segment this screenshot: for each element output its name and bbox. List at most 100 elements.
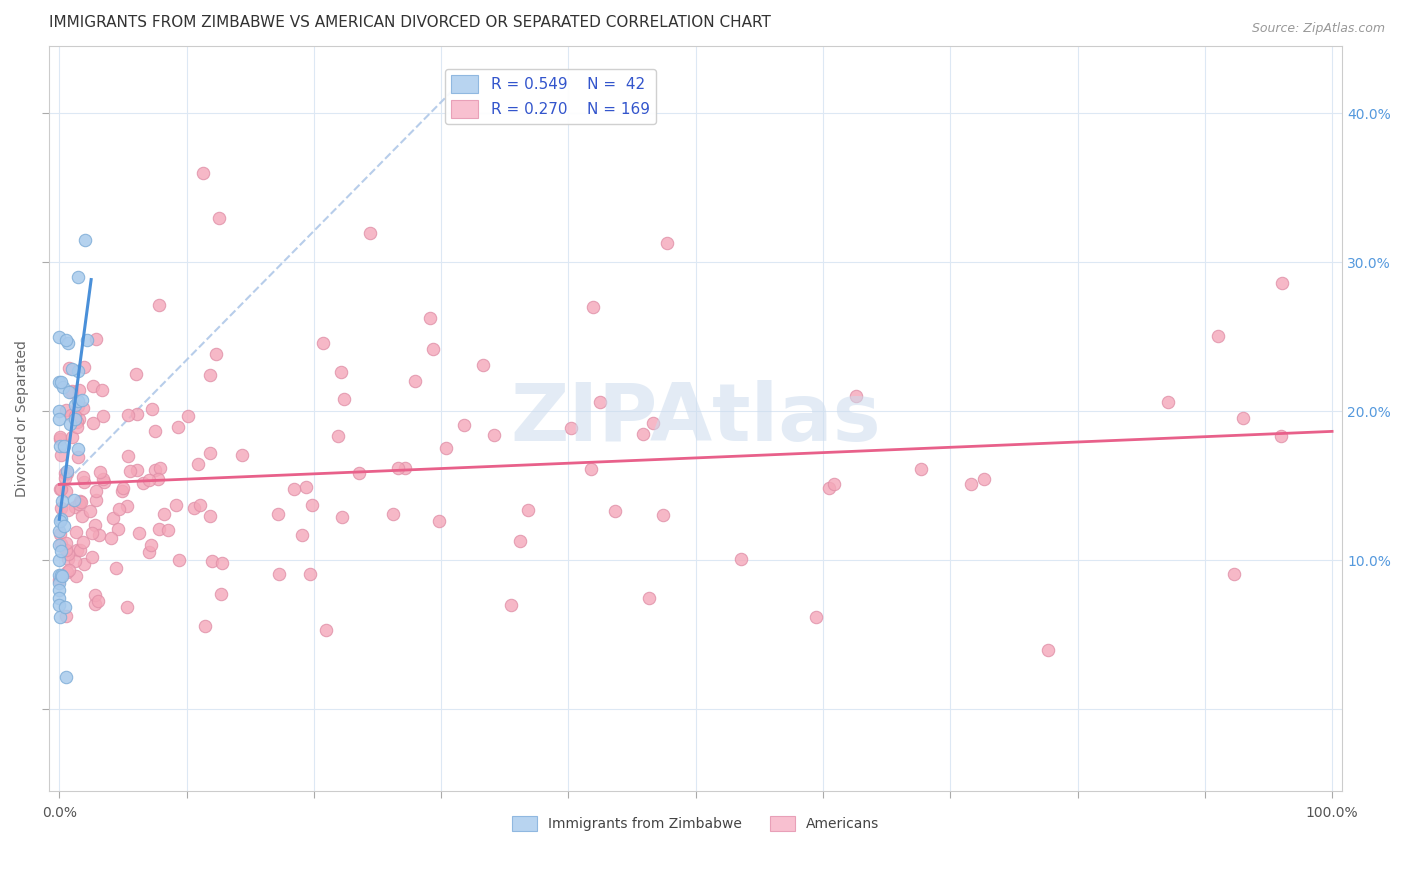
Point [73,558,96,572]
Point [434,441,457,455]
Point [359,226,381,240]
Text: ZIPAtlas: ZIPAtlas [510,380,882,458]
Point [418,310,440,325]
Point [637,591,659,605]
Point [157,523,180,537]
Point [117,408,139,422]
Point [48,568,70,582]
Point [51,493,73,508]
Point [104,561,127,575]
Point [205,347,228,361]
Point [58,336,80,351]
Point [58,552,80,566]
Point [66,399,89,413]
Point [482,427,505,442]
Point [84,493,107,508]
Point [588,394,610,409]
Point [1223,567,1246,582]
Point [329,365,352,379]
Point [499,598,522,612]
Point [188,498,211,512]
Point [655,235,678,250]
Point [69,543,91,558]
Point [80,525,103,540]
Point [48,575,70,590]
Point [59,417,82,431]
Point [267,508,290,522]
Point [55,536,77,550]
Point [141,401,163,416]
Y-axis label: Divorced or Separated: Divorced or Separated [15,341,30,498]
Point [453,417,475,432]
Point [560,420,582,434]
Point [198,368,221,383]
Point [48,439,70,453]
Point [295,480,318,494]
Point [67,450,90,465]
Point [1270,429,1292,443]
Point [910,462,932,476]
Point [86,332,108,346]
Point [138,545,160,559]
Point [198,509,221,524]
Point [209,586,232,600]
Point [76,333,98,347]
Point [187,458,209,472]
Point [177,409,200,424]
Point [89,465,111,479]
Point [69,493,91,508]
Point [312,336,335,351]
Point [818,481,841,495]
Point [63,398,86,412]
Point [65,542,87,557]
Point [1232,410,1254,425]
Point [823,477,845,491]
Point [101,511,124,525]
Point [631,427,654,442]
Point [509,533,531,548]
Point [301,498,323,512]
Point [49,514,72,528]
Point [56,464,79,478]
Point [53,471,76,485]
Point [153,508,176,522]
Text: Source: ZipAtlas.com: Source: ZipAtlas.com [1251,22,1385,36]
Point [82,378,104,392]
Point [67,497,90,511]
Point [51,569,73,583]
Point [100,531,122,545]
Point [66,364,89,378]
Point [581,462,603,476]
Point [582,300,605,314]
Point [517,503,540,517]
Point [1271,276,1294,290]
Point [806,610,828,624]
Point [72,401,94,415]
Point [198,445,221,459]
Point [48,430,70,444]
Point [315,623,337,637]
Text: 0.0%: 0.0% [42,806,77,820]
Point [120,464,142,478]
Point [845,389,868,403]
Point [84,483,107,498]
Point [72,470,94,484]
Point [67,411,90,425]
Point [201,554,224,568]
Point [148,521,170,535]
Point [56,503,79,517]
Point [269,566,291,581]
Point [52,380,75,394]
Point [394,461,416,475]
Point [132,476,155,491]
Point [51,544,73,558]
Point [58,562,80,576]
Point [55,609,77,624]
Point [59,385,82,400]
Point [48,573,70,587]
Point [117,449,139,463]
Point [208,211,231,225]
Point [183,501,205,516]
Point [60,362,83,376]
Point [91,383,114,397]
